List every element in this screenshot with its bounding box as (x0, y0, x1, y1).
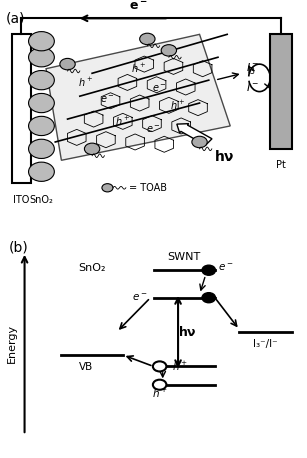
Circle shape (140, 33, 155, 45)
Circle shape (29, 139, 54, 158)
Circle shape (102, 184, 113, 192)
Text: $h^+$: $h^+$ (170, 99, 186, 112)
Text: $h^+$: $h^+$ (130, 62, 146, 75)
Circle shape (29, 93, 54, 113)
Text: $\mathbf{h\nu}$: $\mathbf{h\nu}$ (178, 325, 197, 339)
Circle shape (192, 136, 207, 148)
Circle shape (29, 48, 54, 67)
Polygon shape (46, 34, 230, 160)
Circle shape (29, 116, 54, 136)
Text: (b): (b) (9, 240, 29, 255)
Text: $h^+$: $h^+$ (172, 360, 188, 373)
Text: $I_3^-$: $I_3^-$ (246, 61, 259, 76)
Text: ITO: ITO (13, 195, 30, 205)
Circle shape (202, 265, 216, 275)
Text: $\mathbf{e^-}$: $\mathbf{e^-}$ (129, 0, 147, 13)
Text: (a): (a) (6, 11, 26, 26)
Bar (270, 34, 292, 149)
Text: $h^+$: $h^+$ (152, 387, 168, 400)
Circle shape (29, 162, 54, 181)
Circle shape (153, 380, 166, 390)
Circle shape (29, 32, 54, 51)
Text: $e^-$: $e^-$ (218, 262, 234, 273)
Text: $h^+$: $h^+$ (78, 76, 94, 89)
Text: SWNT: SWNT (168, 252, 201, 262)
Text: $I^-$: $I^-$ (246, 81, 259, 93)
Text: = TOAB: = TOAB (129, 183, 167, 193)
Text: $\mathbf{h\nu}$: $\mathbf{h\nu}$ (214, 149, 235, 164)
Text: $e^-$: $e^-$ (132, 292, 147, 303)
Text: I₃⁻/I⁻: I₃⁻/I⁻ (253, 339, 278, 349)
Text: Energy: Energy (7, 324, 17, 363)
Circle shape (153, 361, 166, 371)
Text: Pt: Pt (276, 160, 286, 170)
FancyArrow shape (177, 124, 212, 145)
Text: $e^-$: $e^-$ (100, 94, 115, 105)
Text: VB: VB (79, 362, 93, 372)
Circle shape (84, 143, 100, 155)
Circle shape (202, 293, 216, 303)
Text: $h^+$: $h^+$ (115, 115, 130, 128)
Circle shape (29, 71, 54, 90)
Circle shape (161, 45, 177, 56)
Text: SnO₂: SnO₂ (29, 195, 53, 205)
Circle shape (60, 59, 75, 70)
Text: SnO₂: SnO₂ (78, 263, 106, 273)
Text: $e^-$: $e^-$ (152, 82, 167, 93)
Text: $e^-$: $e^-$ (146, 124, 161, 135)
Bar (12, 34, 31, 183)
